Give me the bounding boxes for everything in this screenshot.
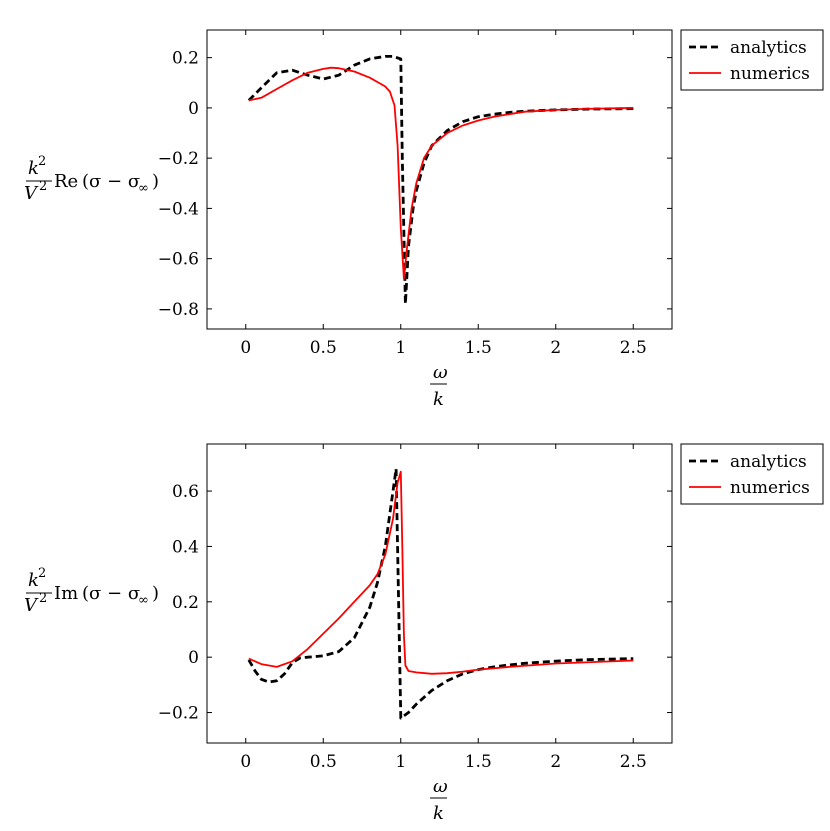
- legend-label-numerics: numerics: [730, 64, 810, 84]
- series-line-analytics: [247, 55, 634, 306]
- y-label-numerator: k: [28, 158, 39, 179]
- y-label-argument: (σ − σ: [82, 171, 140, 192]
- series-layer: [247, 55, 634, 306]
- y-axis-label: k 2 V 2 Im (σ − σ ∞ ): [24, 566, 159, 616]
- series-line-numerics: [248, 470, 634, 675]
- axis-frame: [206, 443, 673, 744]
- legend-box: [680, 29, 824, 91]
- y-tick-label: −0.6: [158, 250, 199, 270]
- x-tick-label: 1: [395, 752, 406, 772]
- y-tick-labels: 0.2 0 −0.2 −0.4 −0.6 −0.8: [158, 49, 199, 320]
- y-label-denominator: V: [24, 595, 39, 616]
- tick-marks: [207, 444, 672, 743]
- y-label-numerator-exp: 2: [38, 566, 46, 581]
- x-tick-label: 0.5: [310, 338, 337, 358]
- axis-frame: [206, 29, 673, 330]
- x-tick-label: 0: [240, 338, 251, 358]
- x-tick-label: 2.5: [620, 338, 647, 358]
- y-axis-label: k 2 V 2 Re (σ − σ ∞ ): [24, 154, 159, 204]
- legend-label-analytics: analytics: [730, 38, 807, 58]
- x-tick-label: 1.5: [465, 752, 492, 772]
- y-tick-label: 0.4: [172, 537, 199, 557]
- legend-label-numerics: numerics: [730, 478, 810, 498]
- y-label-numerator: k: [28, 570, 39, 591]
- x-tick-label: 1: [395, 338, 406, 358]
- x-axis-label: ω k: [430, 776, 448, 824]
- y-tick-label: 0: [188, 648, 199, 668]
- chart-real-part: 0.2 0 −0.2 −0.4 −0.6 −0.8 0 0.5 1 1.5 2 2.5 analyt…: [24, 29, 824, 410]
- y-tick-label: −0.2: [158, 149, 199, 169]
- chart-imaginary-part: 0.6 0.4 0.2 0 −0.2 0 0.5 1 1.5 2 2.5 analytics nu…: [24, 443, 824, 824]
- x-label-denominator: k: [433, 389, 444, 410]
- y-label-argument-close: ): [152, 171, 159, 192]
- y-label-numerator-exp: 2: [38, 154, 46, 169]
- y-label-function: Re: [54, 171, 78, 192]
- y-label-denominator: V: [24, 183, 39, 204]
- x-tick-label: 1.5: [465, 338, 492, 358]
- series-line-analytics: [247, 467, 634, 720]
- y-tick-label: 0.2: [172, 593, 199, 613]
- x-tick-label: 0: [240, 752, 251, 772]
- y-tick-labels: 0.6 0.4 0.2 0 −0.2: [158, 482, 199, 723]
- y-tick-label: 0.6: [172, 482, 199, 502]
- x-tick-labels: 0 0.5 1 1.5 2 2.5: [240, 752, 646, 772]
- y-label-argument-close: ): [152, 583, 159, 604]
- y-tick-label: −0.8: [158, 300, 199, 320]
- y-tick-label: 0: [188, 99, 199, 119]
- x-label-denominator: k: [433, 803, 444, 824]
- plot-area: 0.6 0.4 0.2 0 −0.2 0 0.5 1 1.5 2 2.5: [158, 443, 673, 772]
- x-tick-label: 2.5: [620, 752, 647, 772]
- y-label-denominator-exp: 2: [39, 179, 47, 194]
- x-label-numerator: ω: [433, 776, 448, 797]
- tick-marks: [207, 30, 672, 329]
- x-axis-label: ω k: [430, 362, 448, 410]
- legend-label-analytics: analytics: [730, 452, 807, 472]
- x-tick-labels: 0 0.5 1 1.5 2 2.5: [240, 338, 646, 358]
- legend-box: [680, 443, 824, 505]
- y-label-argument: (σ − σ: [82, 583, 140, 604]
- y-label-argument-sub: ∞: [138, 181, 149, 196]
- series-line-numerics: [248, 66, 634, 280]
- y-tick-label: −0.2: [158, 704, 199, 724]
- x-tick-label: 2: [550, 338, 561, 358]
- y-label-argument-sub: ∞: [138, 593, 149, 608]
- y-tick-label: −0.4: [158, 199, 199, 219]
- series-layer: [247, 467, 634, 720]
- legend: analytics numerics: [680, 29, 824, 91]
- plot-area: 0.2 0 −0.2 −0.4 −0.6 −0.8 0 0.5 1 1.5 2 2.5: [158, 29, 673, 358]
- legend: analytics numerics: [680, 443, 824, 505]
- x-tick-label: 2: [550, 752, 561, 772]
- y-label-denominator-exp: 2: [39, 591, 47, 606]
- y-tick-label: 0.2: [172, 49, 199, 69]
- x-tick-label: 0.5: [310, 752, 337, 772]
- x-label-numerator: ω: [433, 362, 448, 383]
- y-label-function: Im: [54, 583, 78, 604]
